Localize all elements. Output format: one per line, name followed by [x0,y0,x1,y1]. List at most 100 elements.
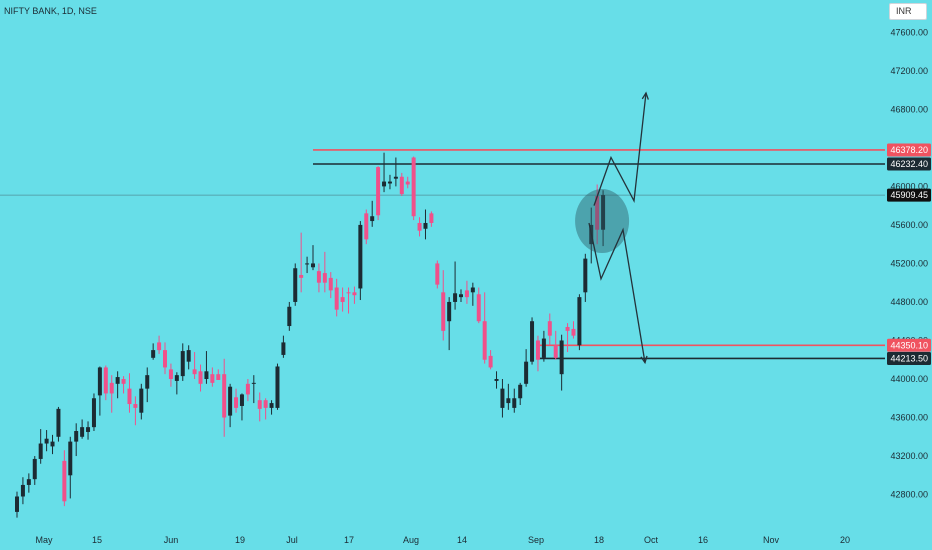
x-tick-label: Nov [763,535,780,545]
candle-body [506,398,511,404]
candle-body [547,321,552,336]
candle-body [234,397,239,408]
bullish-arrowhead [641,91,649,100]
price-level-label: 46378.20 [890,145,928,155]
candle-body [239,394,244,406]
candle-body [453,293,458,302]
candle-body [459,294,463,298]
candle-body [245,383,250,395]
candle-body [583,258,588,293]
y-tick-label: 43600.00 [890,413,928,423]
price-level-label: 46232.40 [890,159,928,169]
candle-body [163,350,167,368]
candle-body [364,213,369,240]
candle-body [316,271,321,283]
candle-body [559,340,564,375]
price-level-badge [887,338,931,352]
price-level-badge [887,157,931,171]
currency-button[interactable]: INR [889,3,927,20]
annotations [575,91,649,365]
candle-body [26,479,31,485]
candle-body [571,328,576,336]
candle-body [447,301,452,322]
candle-body [287,306,292,327]
candle-body [228,386,233,416]
candle-body [405,181,410,185]
bearish-projection-path [588,222,646,363]
candle-body [97,367,102,396]
candle-body [198,371,203,384]
y-tick-label: 46000.00 [890,181,928,191]
y-tick-label: 47200.00 [890,66,928,76]
highlight-ellipse [575,189,630,254]
x-tick-label: 15 [92,535,102,545]
bullish-projection-path [593,92,647,206]
candle-body [417,222,422,231]
candle-body [68,441,73,476]
candle-body [399,176,404,195]
candle-body [595,196,600,230]
candle-body [305,263,310,265]
candle-body [145,375,150,389]
candle-body [263,400,268,408]
candle-body [488,355,493,368]
y-tick-label: 44000.00 [890,374,928,384]
candle-body [275,366,280,408]
candle-body [91,398,96,428]
candle-body [50,441,55,447]
candle-body [435,263,440,285]
candle-body [387,181,392,184]
candle-body [80,427,85,437]
candle-body [20,484,25,497]
candle-body [411,157,416,217]
price-level-badge [887,143,931,157]
candle-body [393,176,398,179]
candle-body [139,388,144,413]
candle-body [32,458,37,480]
x-tick-label: Aug [403,535,419,545]
x-tick-label: 18 [594,535,604,545]
candle-body [382,181,387,187]
candle-body [15,496,19,512]
candle-body [518,384,523,399]
x-axis: May 15 Jun 19 Jul 17 Aug 14 Sep 18 Oct 16 Nov 20 [35,535,850,545]
candle-body [151,350,156,358]
candle-body [476,294,481,322]
price-levels [0,149,885,360]
candle-body [423,222,428,229]
candle-body [470,287,475,293]
candle-body [103,367,108,394]
candle-body [322,273,327,283]
x-tick-label: 20 [840,535,850,545]
candle-body [257,400,262,409]
y-tick-label: 45600.00 [890,220,928,230]
candle-body [281,342,286,355]
candle-body [299,274,304,278]
y-tick-label: 46800.00 [890,104,928,114]
candle-body [186,350,191,362]
candle-body [565,326,570,331]
candle-body [500,388,505,408]
candle-body [512,398,517,408]
price-level-badge [887,188,931,202]
candle-body [222,374,227,418]
candle-body [157,342,162,351]
x-tick-label: Jul [286,535,298,545]
y-tick-label: 43200.00 [890,451,928,461]
candle-body [204,371,209,379]
candle-body [577,297,582,346]
candle-body [429,213,434,223]
candle-body [174,375,179,381]
candle-body [352,292,357,296]
candle-body [553,345,558,358]
candle-body [210,374,215,383]
symbol-title: NIFTY BANK, 1D, NSE [4,6,97,16]
candle-body [464,290,469,298]
candle-body [328,277,333,291]
candle-body [168,369,173,379]
x-tick-label: 17 [344,535,354,545]
candle-body [370,216,375,222]
candle-body [251,382,256,384]
price-level-label: 44350.10 [890,340,928,350]
